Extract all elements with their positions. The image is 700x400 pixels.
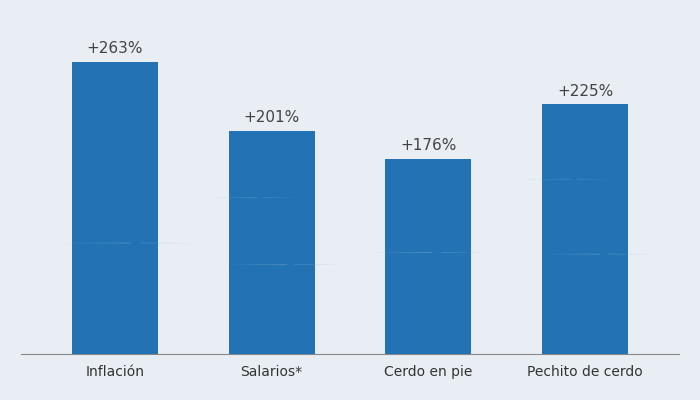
Text: 3: 3 (271, 246, 298, 284)
Bar (542, 104, 628, 354)
Text: +263%: +263% (87, 41, 143, 56)
Text: 3: 3 (559, 165, 580, 194)
Text: +201%: +201% (244, 110, 300, 125)
Text: 3: 3 (584, 235, 611, 273)
Text: 3: 3 (246, 183, 267, 212)
Polygon shape (228, 264, 340, 265)
Text: +225%: +225% (557, 84, 613, 98)
Bar (228, 131, 315, 354)
Polygon shape (370, 252, 487, 253)
Bar (72, 62, 158, 354)
Polygon shape (525, 179, 614, 180)
Text: +176%: +176% (400, 138, 456, 153)
Bar (385, 158, 472, 354)
Text: 3: 3 (112, 222, 143, 264)
Text: 3: 3 (413, 231, 444, 274)
Polygon shape (62, 243, 192, 244)
